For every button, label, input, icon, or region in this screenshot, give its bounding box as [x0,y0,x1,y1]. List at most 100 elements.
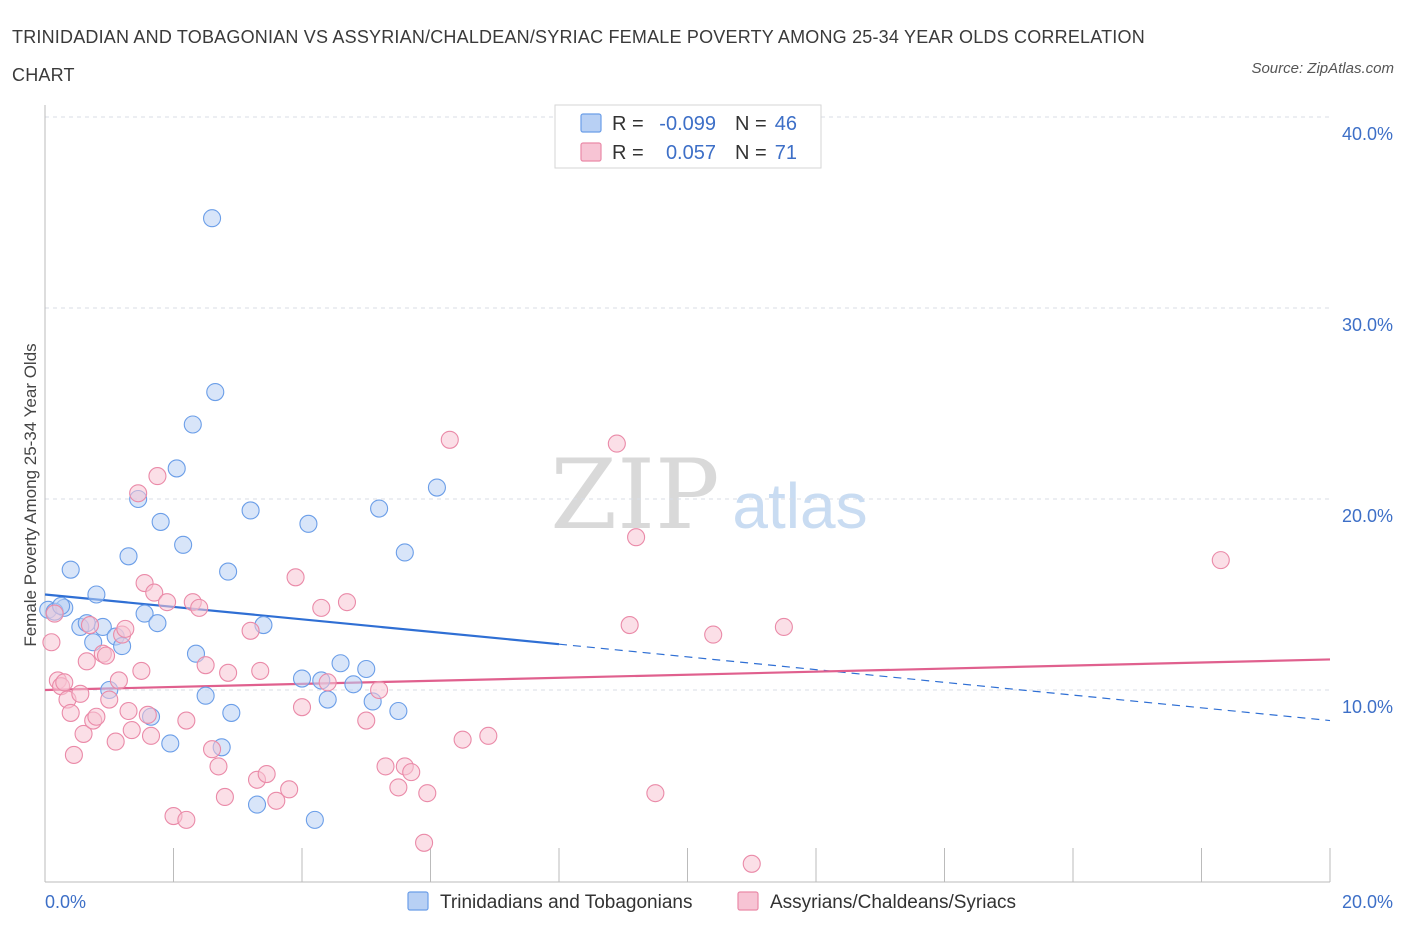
point-assyrian [80,616,100,635]
legend-n-label: N = [735,113,767,135]
watermark: ZIP atlas [550,439,867,551]
point-assyrian [251,661,270,680]
point-assyrian [106,732,125,751]
point-assyrian [1211,551,1230,570]
point-trinidadian [241,501,260,520]
point-assyrian [45,604,64,623]
point-assyrian [196,656,215,675]
point-assyrian [122,721,141,740]
y-tick-label: 20.0% [1342,506,1393,526]
point-trinidadian [87,585,106,604]
point-trinidadian [389,701,408,721]
point-assyrian [418,784,437,803]
point-assyrian [357,711,376,730]
point-trinidadian [206,382,225,402]
point-trinidadian [174,535,193,554]
x-tick-label: 20.0% [1342,892,1393,912]
legend-r-label: R = [612,113,644,135]
point-assyrian [148,467,167,486]
point-trinidadian [370,499,389,518]
point-trinidadian [219,562,238,581]
gridlines [45,116,1330,691]
point-trinidadian [222,703,241,722]
point-trinidadian [318,690,337,709]
point-assyrian [64,745,83,764]
point-assyrian [415,833,434,852]
point-trinidadian [292,669,312,688]
legend-n-label: N = [735,142,767,164]
data-points [39,209,1230,873]
point-assyrian [453,730,472,749]
point-assyrian [158,593,177,612]
point-assyrian [61,703,80,722]
point-assyrian [55,673,74,692]
point-assyrian [627,528,646,547]
legend-n-value-blue: 46 [775,113,797,135]
point-assyrian [209,757,228,776]
point-assyrian [116,619,135,638]
point-assyrian [389,778,408,797]
chart-title: TRINIDADIAN AND TOBAGONIAN VS ASSYRIAN/C… [12,27,1145,85]
point-assyrian [138,705,157,724]
point-trinidadian [395,543,414,562]
point-assyrian [74,724,93,743]
point-assyrian [87,707,106,726]
point-assyrian [402,763,421,782]
point-assyrian [312,598,331,617]
point-trinidadian [305,810,324,829]
point-trinidadian [167,459,186,478]
point-trinidadian [151,512,170,531]
bottom-legend-label-blue: Trinidadians and Tobagonians [440,892,692,913]
legend-swatch-pink [580,142,602,162]
point-assyrian [742,854,761,873]
bottom-legend-swatch-blue [407,891,429,911]
point-assyrian [267,791,286,810]
point-assyrian [203,740,222,759]
trend-line-assyrian [44,658,1331,692]
point-assyrian [280,780,299,799]
point-trinidadian [299,514,318,533]
y-tick-label: 40.0% [1342,124,1393,144]
y-tick-label: 30.0% [1342,315,1393,335]
point-trinidadian [203,209,222,228]
x-tick-label: 0.0% [45,892,86,912]
point-assyrian [145,583,164,602]
legend-r-label: R = [612,142,644,164]
point-assyrian [77,652,96,671]
point-assyrian [100,690,119,709]
bottom-legend-label-pink: Assyrians/Chaldeans/Syriacs [770,892,1016,913]
point-assyrian [337,593,357,612]
point-trinidadian [196,686,215,705]
point-trinidadian [119,547,138,566]
point-assyrian [292,698,312,717]
point-trinidadian [344,675,363,694]
point-assyrian [42,633,61,652]
point-assyrian [318,673,337,692]
legend-r-value-blue: -0.099 [659,113,716,135]
legend-r-value-pink: 0.057 [666,142,716,164]
point-assyrian [109,671,128,690]
point-trinidadian [135,604,154,623]
bottom-legend-swatch-pink [737,891,759,911]
y-axis-label: Female Poverty Among 25-34 Year Olds [21,343,40,646]
point-assyrian [241,621,260,640]
axes [44,105,1331,883]
y-tick-labels: 10.0% 20.0% 30.0% 40.0% [1342,124,1393,717]
bottom-legend: Trinidadians and Tobagonians Assyrians/C… [407,891,1016,913]
point-assyrian [620,616,639,635]
point-assyrian [129,484,148,503]
point-assyrian [215,787,234,807]
point-assyrian [646,784,665,803]
point-assyrian [607,434,626,453]
point-assyrian [71,684,90,703]
point-assyrian [190,598,209,617]
point-assyrian [376,757,395,776]
point-assyrian [257,764,276,784]
point-trinidadian [161,734,180,753]
point-trinidadian [331,654,350,673]
point-trinidadian [247,795,267,814]
legend-swatch-blue [580,113,602,133]
point-assyrian [479,726,498,745]
trend-line-trinidadian-extrapolated [558,643,1331,722]
